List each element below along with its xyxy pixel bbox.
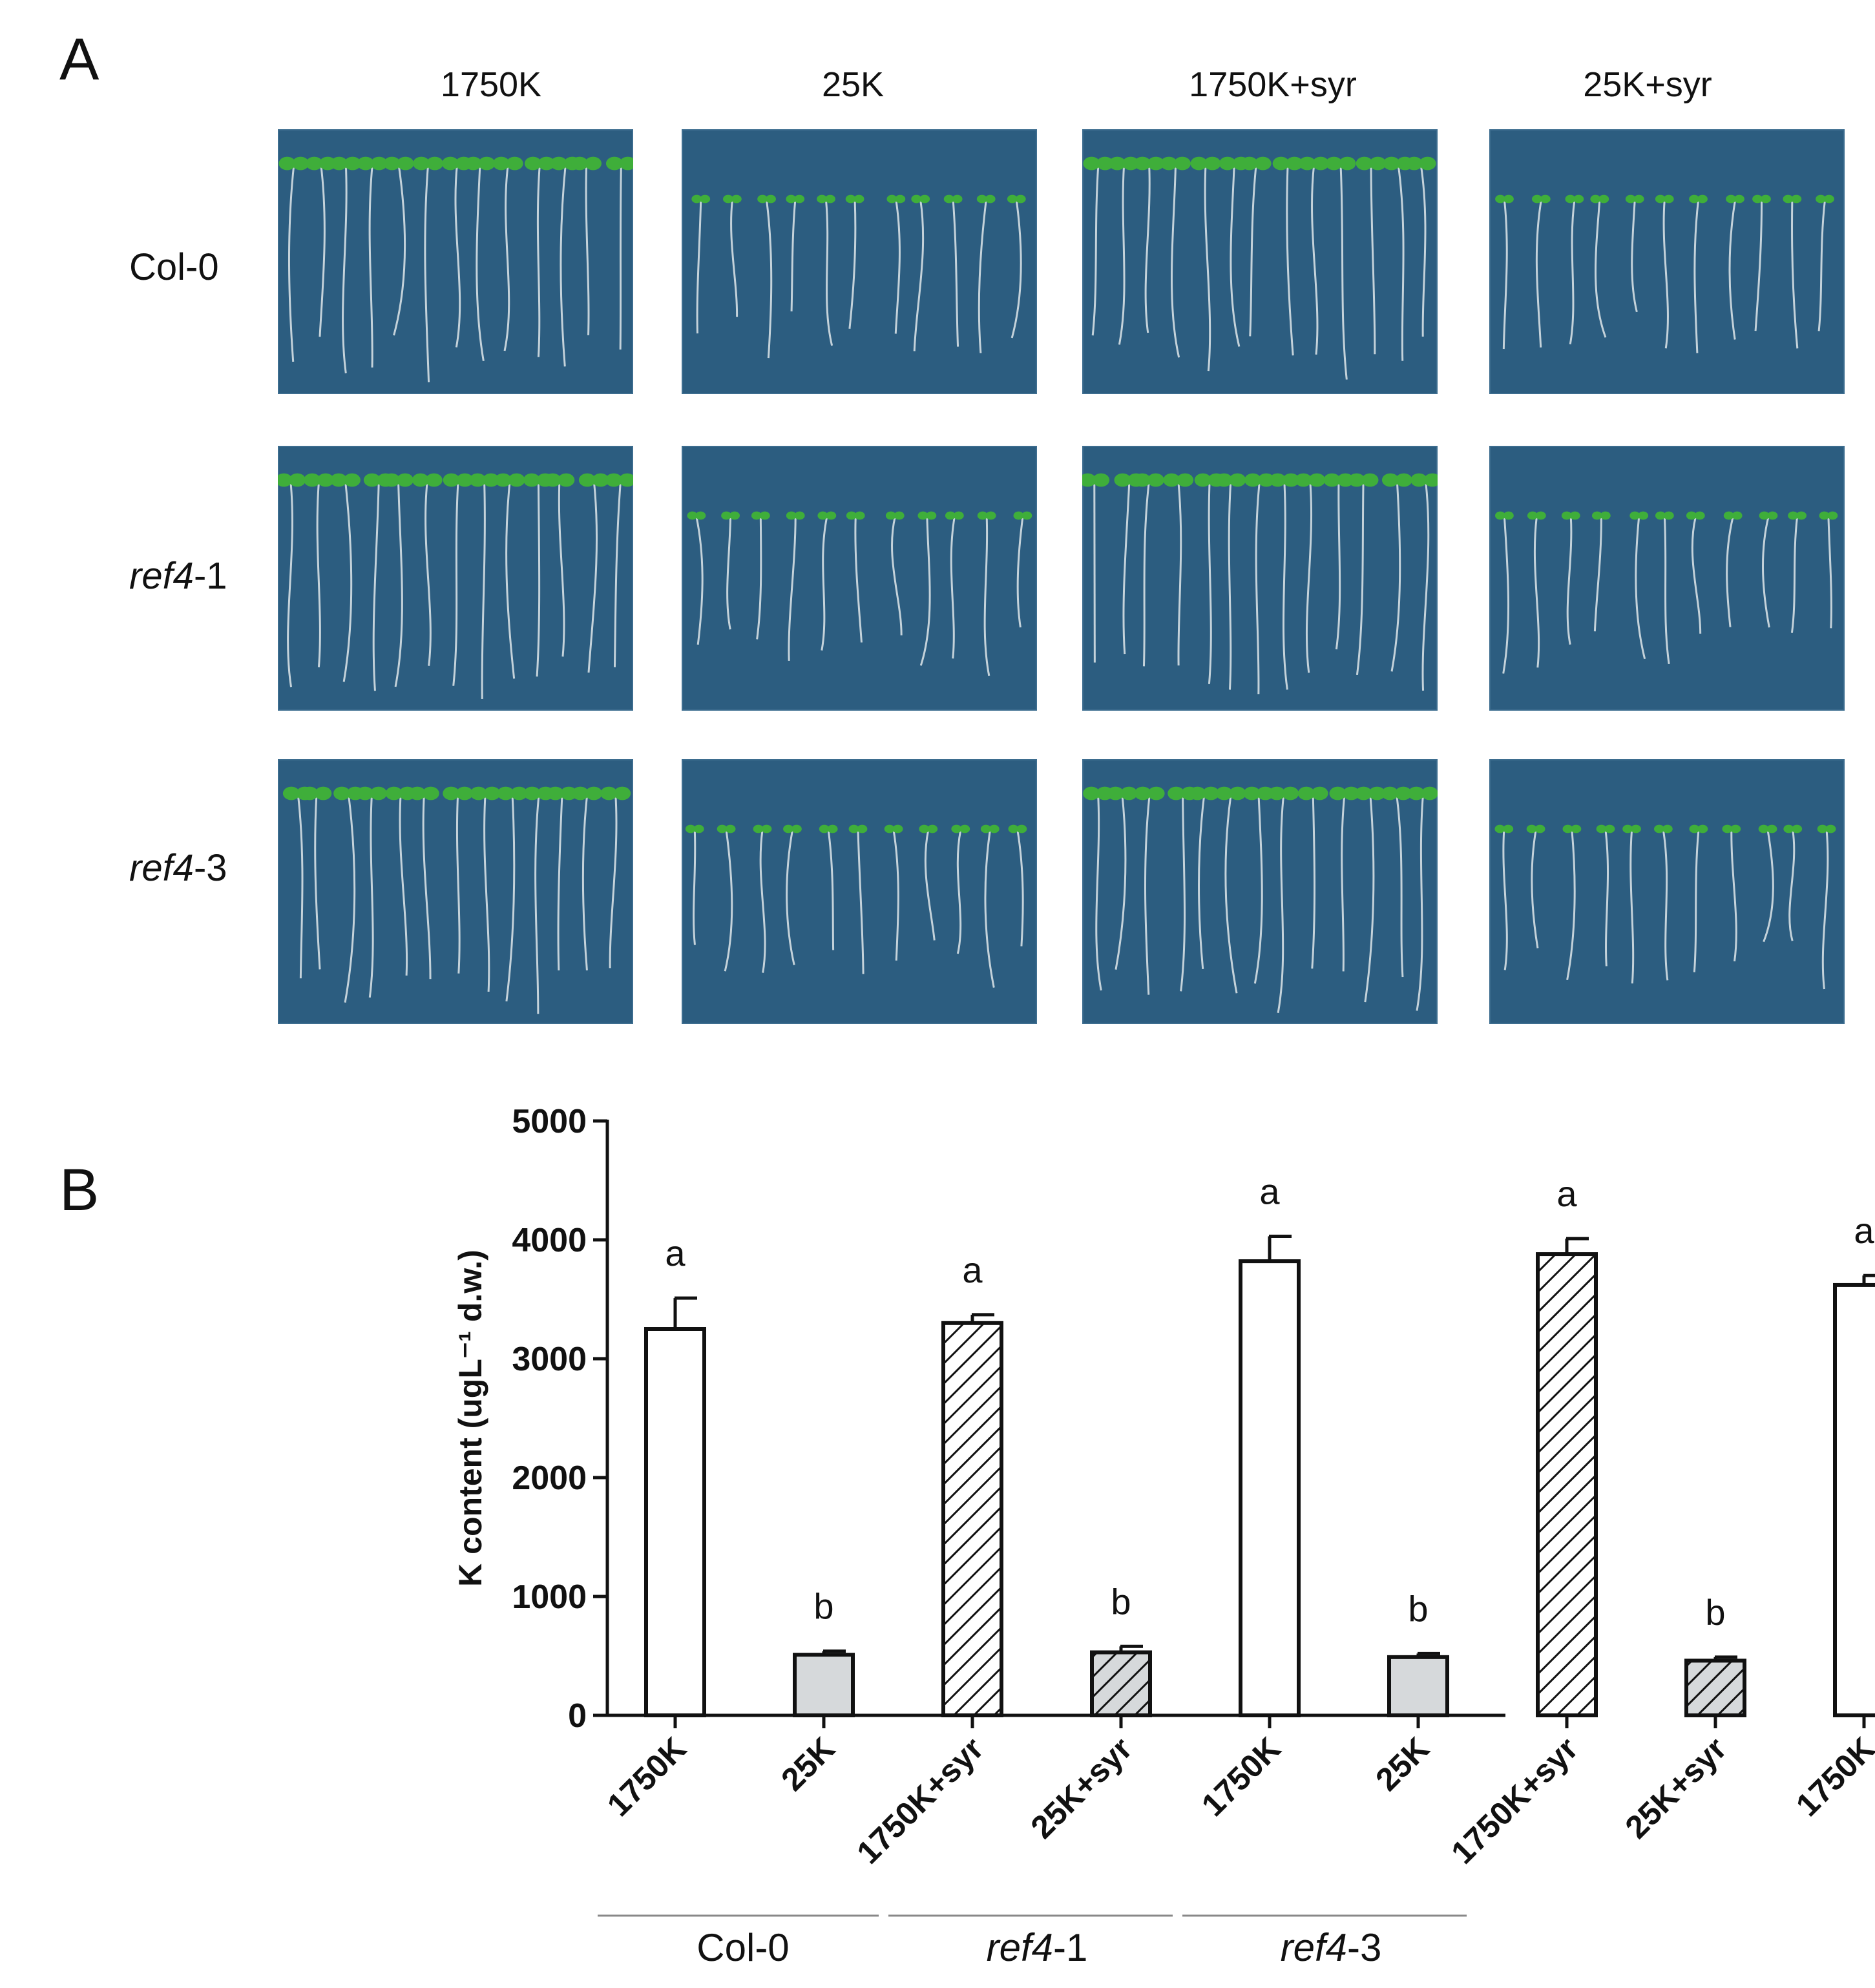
seedling-plate-photo bbox=[1082, 446, 1438, 711]
group-label-plain: -1 bbox=[1053, 1926, 1088, 1969]
bar-1 bbox=[644, 1327, 706, 1717]
row-label-ref4-3: ref4-3 bbox=[129, 846, 227, 890]
column-header-25k-syr: 25K+syr bbox=[1583, 65, 1712, 104]
column-header-1750k: 1750K bbox=[440, 65, 542, 104]
group-label-ref4-3: ref4-3 bbox=[1189, 1925, 1473, 1970]
row-label-col0: Col-0 bbox=[129, 246, 219, 289]
group-label-italic: ref4 bbox=[986, 1926, 1054, 1969]
x-tick-label: 25K+syr bbox=[1618, 1730, 1734, 1845]
group-label-italic: ref4 bbox=[1280, 1926, 1348, 1969]
row-label-plain: -1 bbox=[193, 555, 227, 597]
significance-letter: b bbox=[813, 1586, 833, 1627]
bar-3 bbox=[941, 1321, 1003, 1717]
x-tick-label: 1750K+syr bbox=[1444, 1730, 1585, 1871]
seedling-plate-photo bbox=[1489, 129, 1845, 394]
y-tick-label: 4000 bbox=[512, 1222, 587, 1259]
panel-a-letter: A bbox=[59, 26, 100, 92]
bar-9 bbox=[1833, 1282, 1875, 1718]
y-tick-label: 2000 bbox=[512, 1460, 587, 1497]
y-axis-title: K content (ugL⁻¹ d.w.) bbox=[452, 1250, 488, 1587]
column-header-1750k-syr: 1750K+syr bbox=[1189, 65, 1357, 104]
bar-5 bbox=[1239, 1259, 1301, 1717]
seedling-plate-photo bbox=[682, 759, 1037, 1024]
bar-8 bbox=[1684, 1658, 1746, 1717]
significance-letter: a bbox=[1259, 1171, 1280, 1211]
y-tick-label: 1000 bbox=[512, 1578, 587, 1616]
seedling-plate-photo bbox=[1489, 759, 1845, 1024]
significance-letter: b bbox=[1408, 1588, 1428, 1629]
column-header-25k: 25K bbox=[821, 65, 885, 104]
significance-letter: a bbox=[1854, 1210, 1874, 1251]
group-label-plain: Col-0 bbox=[697, 1926, 790, 1969]
group-label-plain: -3 bbox=[1347, 1926, 1382, 1969]
bar-4 bbox=[1090, 1650, 1152, 1717]
seedling-plate-photo bbox=[682, 129, 1037, 394]
significance-letter: a bbox=[665, 1233, 686, 1273]
row-label-italic: ref4 bbox=[129, 555, 194, 597]
significance-letter: b bbox=[1705, 1592, 1725, 1633]
seedling-plate-photo bbox=[278, 446, 633, 711]
row-label-italic: ref4 bbox=[129, 847, 194, 889]
group-label-ref4-1: ref4-1 bbox=[895, 1925, 1179, 1970]
group-label-col0: Col-0 bbox=[601, 1925, 885, 1970]
significance-letter: b bbox=[1111, 1581, 1131, 1622]
seedling-plate-photo bbox=[278, 129, 633, 394]
row-label-ref4-1: ref4-1 bbox=[129, 554, 227, 598]
seedling-plate-photo bbox=[682, 446, 1037, 711]
seedling-plate-photo bbox=[1489, 446, 1845, 711]
x-tick-label: 25K bbox=[774, 1730, 841, 1797]
y-tick-label: 5000 bbox=[512, 1103, 587, 1140]
x-tick-label: 1750K bbox=[600, 1730, 693, 1823]
bar-6 bbox=[1387, 1655, 1449, 1718]
x-tick-label: 1750K bbox=[1195, 1730, 1288, 1823]
x-tick-label: 1750K+syr bbox=[850, 1730, 990, 1871]
significance-letter: a bbox=[1556, 1173, 1577, 1214]
y-tick-label: 3000 bbox=[512, 1341, 587, 1378]
seedling-plate-photo bbox=[278, 759, 633, 1024]
row-label-plain: -3 bbox=[193, 847, 227, 889]
significance-letter: a bbox=[962, 1250, 983, 1290]
x-tick-label: 25K+syr bbox=[1024, 1730, 1139, 1845]
x-tick-label: 1750K bbox=[1789, 1730, 1875, 1823]
seedling-plate-photo bbox=[1082, 129, 1438, 394]
bar-7 bbox=[1536, 1252, 1598, 1717]
y-tick-label: 0 bbox=[568, 1697, 587, 1735]
bar-2 bbox=[793, 1653, 855, 1717]
seedling-plate-photo bbox=[1082, 759, 1438, 1024]
row-label-plain: Col-0 bbox=[129, 246, 219, 288]
k-content-bar-chart: 0 1000 2000 3000 4000 5000 K content (ugL⁻¹ d.… bbox=[452, 1103, 1875, 1917]
x-tick-label: 25K bbox=[1368, 1730, 1436, 1797]
panel-b-letter: B bbox=[59, 1157, 100, 1223]
